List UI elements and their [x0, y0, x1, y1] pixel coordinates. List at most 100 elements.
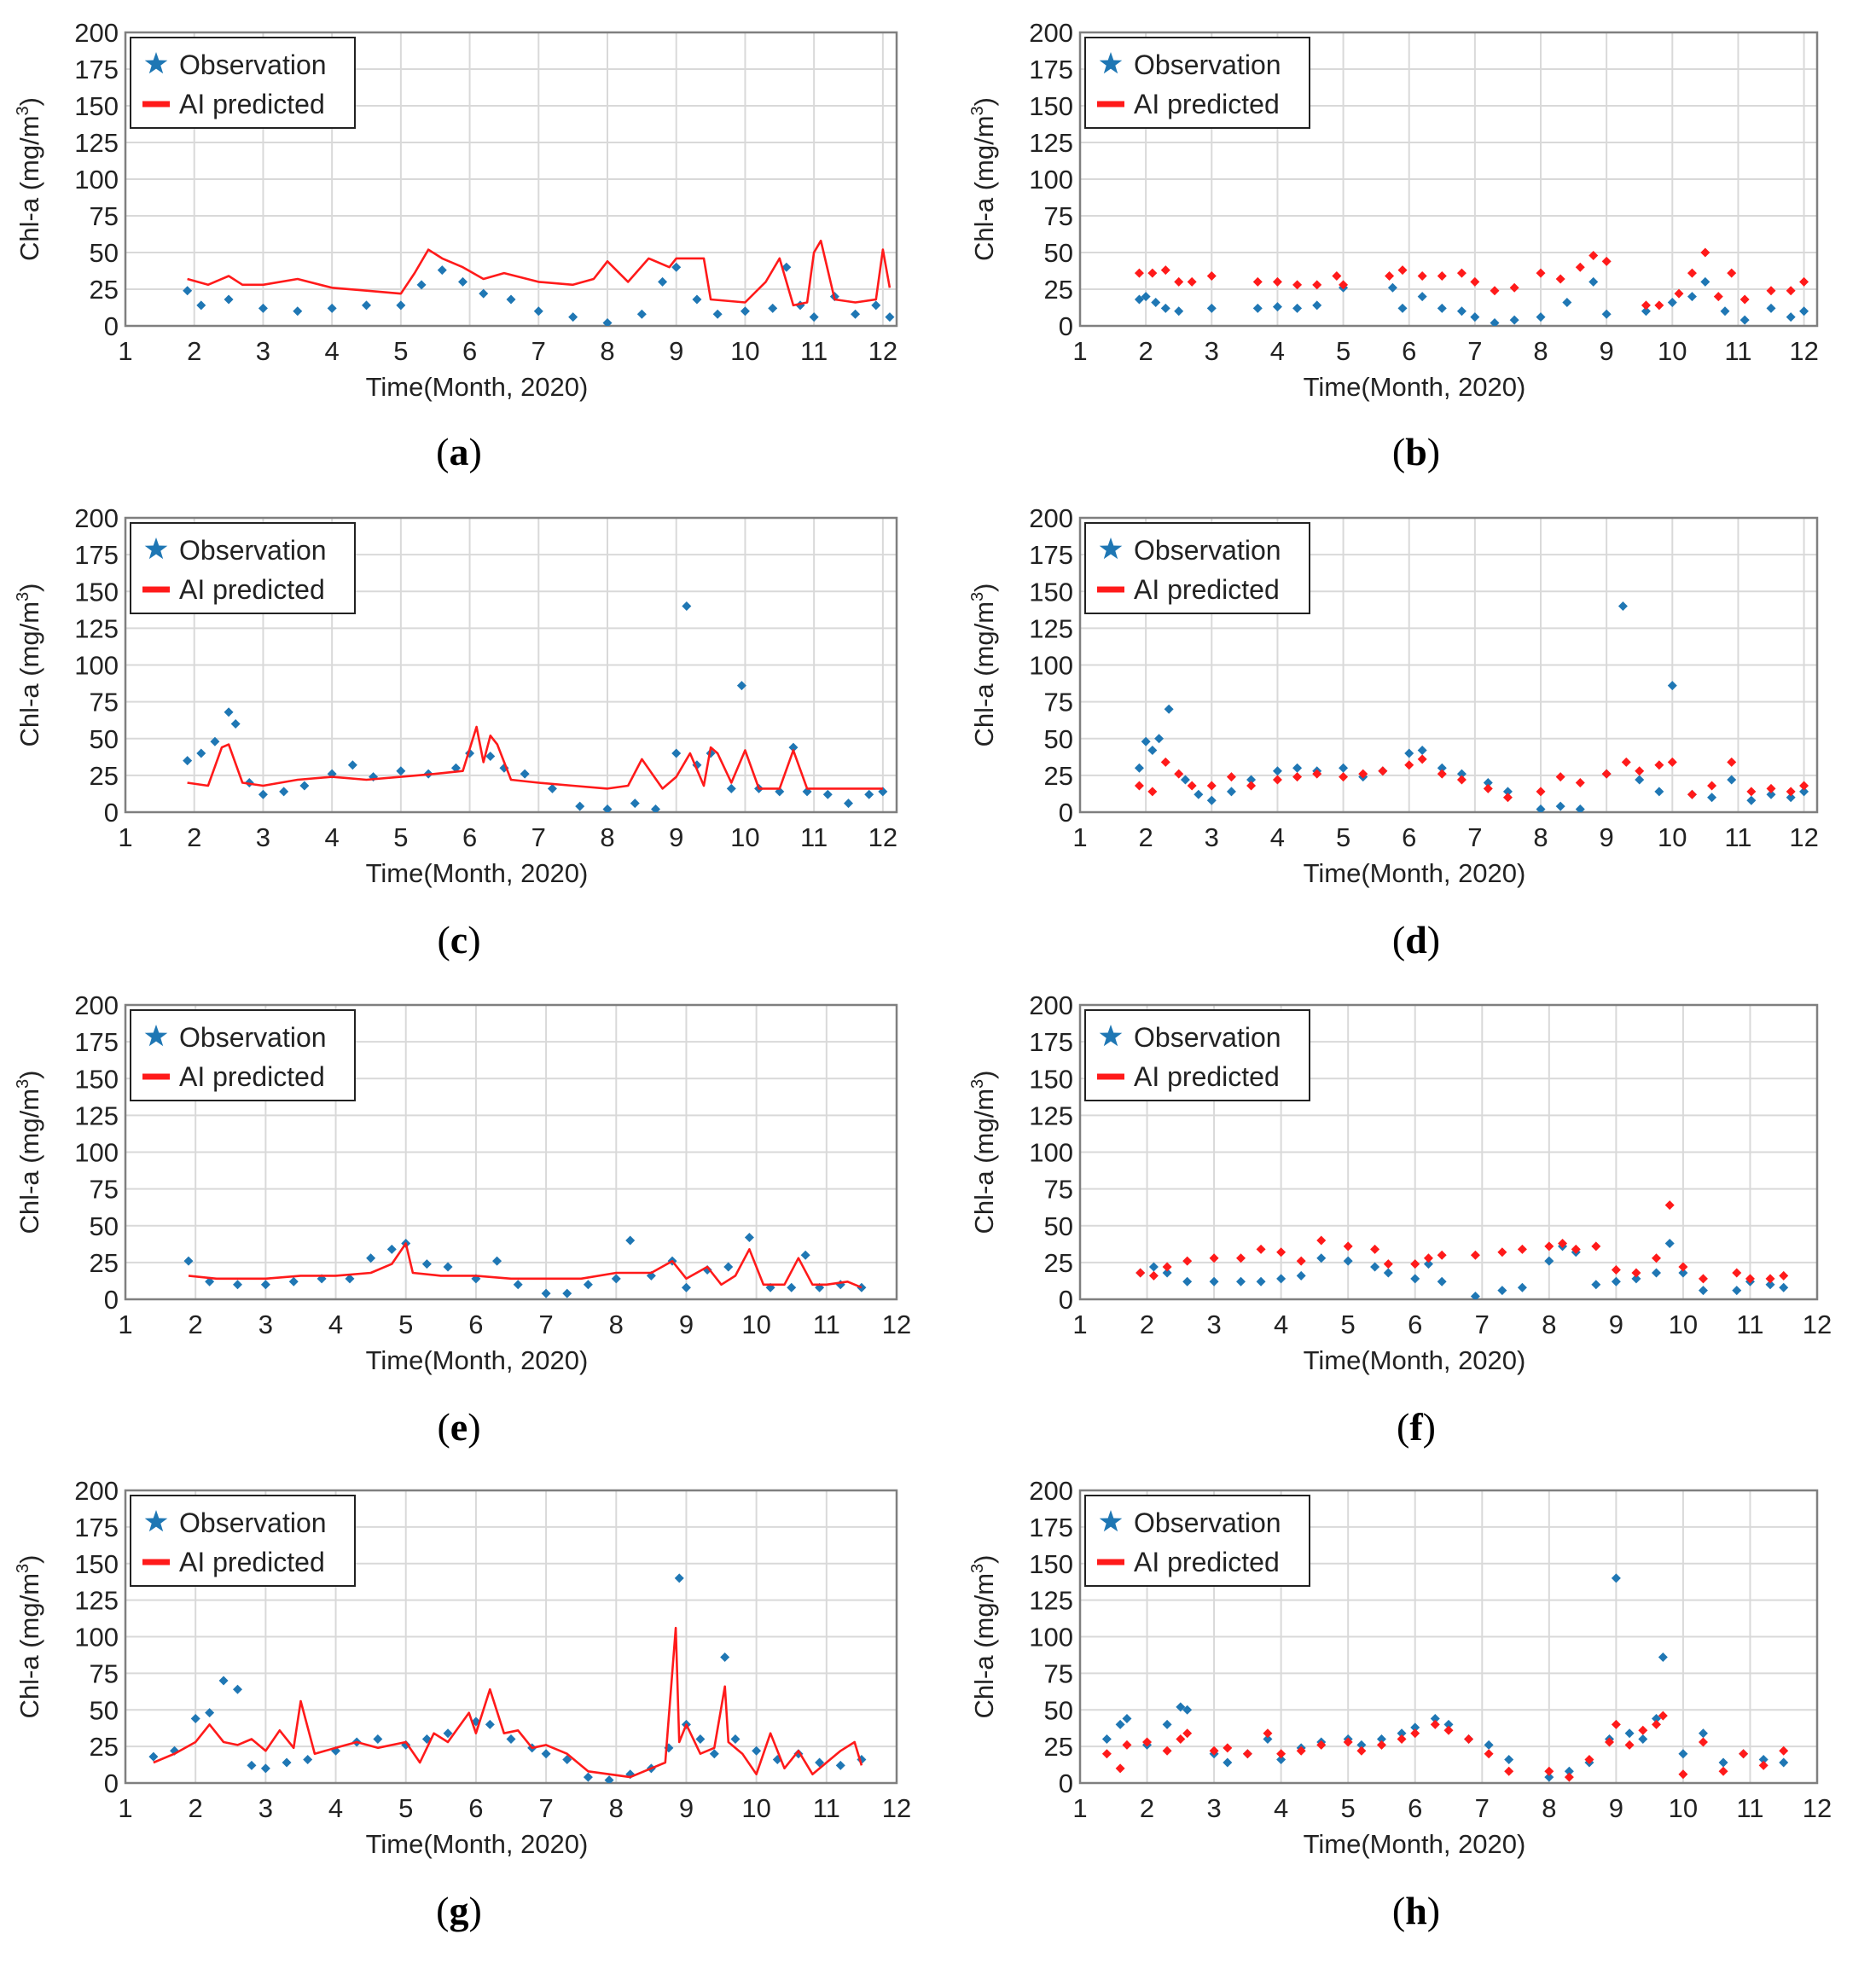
observation-point	[1624, 1728, 1635, 1739]
x-tick-label: 11	[1724, 822, 1751, 852]
x-tick-label: 9	[669, 336, 683, 366]
observation-point	[1638, 1734, 1648, 1745]
observation-point	[1779, 1282, 1789, 1292]
plot-frame	[124, 31, 898, 328]
observation-point	[1292, 303, 1303, 313]
observation-point	[1147, 746, 1158, 756]
predicted-point	[1591, 1241, 1601, 1252]
x-tick-label: 4	[325, 822, 340, 852]
x-tick-label: 8	[609, 1793, 624, 1823]
predicted-point	[1397, 265, 1408, 276]
panel-label: (c)	[437, 918, 480, 961]
observation-point	[1555, 801, 1565, 811]
x-tick-label: 10	[741, 1793, 770, 1823]
observation-point	[835, 1760, 845, 1770]
observation-point	[196, 300, 206, 311]
y-tick-label: 175	[1029, 1513, 1073, 1542]
legend-label-predicted: AI predicted	[179, 89, 325, 119]
observation-point	[1276, 1274, 1286, 1284]
observation-point	[857, 1282, 867, 1292]
observation-point	[1151, 297, 1161, 307]
observation-point	[1517, 1282, 1527, 1292]
observation-point	[611, 1274, 621, 1284]
y-tick-label: 0	[104, 798, 119, 828]
predicted-point	[1276, 1749, 1286, 1759]
observation-point	[258, 789, 268, 799]
y-tick-label: 100	[74, 651, 119, 681]
plot-frame	[1078, 1003, 1819, 1301]
observation-point	[695, 1734, 706, 1745]
legend-label-predicted: AI predicted	[179, 1061, 325, 1092]
panel-label: (e)	[437, 1405, 480, 1449]
x-tick-label: 8	[1542, 1793, 1556, 1823]
y-tick-label: 100	[1029, 1623, 1073, 1652]
observation-point	[1700, 276, 1710, 287]
predicted-point	[1667, 757, 1677, 767]
y-tick-label: 150	[74, 91, 119, 121]
y-tick-label: 0	[104, 1769, 119, 1798]
predicted-point	[1601, 256, 1612, 266]
predicted-point	[1358, 769, 1368, 779]
observation-point	[1141, 736, 1151, 746]
observation-point	[1504, 1755, 1514, 1765]
predicted-point	[1605, 1737, 1615, 1747]
observation-point	[1437, 763, 1447, 773]
star-icon	[144, 52, 168, 74]
plot-frame	[124, 516, 898, 814]
observation-point	[1154, 734, 1165, 744]
observation-point	[148, 1751, 159, 1762]
x-tick-label: 4	[1270, 822, 1285, 852]
observation-point	[1544, 1772, 1554, 1782]
legend-label-observation: Observation	[1134, 535, 1281, 566]
observation-point	[247, 1760, 257, 1770]
observation-point	[800, 1250, 810, 1260]
predicted-point	[1575, 262, 1585, 272]
observation-point	[604, 1775, 614, 1783]
observation-point	[1182, 1276, 1193, 1287]
observation-point	[1404, 748, 1414, 758]
predicted-point	[1187, 781, 1197, 791]
y-tick-label: 75	[90, 688, 119, 717]
star-icon	[1099, 1025, 1123, 1047]
x-tick-label: 1	[118, 1310, 132, 1339]
observation-point	[1740, 315, 1750, 325]
observation-point	[1483, 778, 1493, 787]
y-tick-label: 175	[74, 540, 119, 570]
observation-point	[1651, 1714, 1661, 1724]
x-tick-label: 5	[1341, 1793, 1356, 1823]
predicted-point	[1316, 1235, 1327, 1246]
observation-point	[1678, 1749, 1688, 1759]
x-tick-label: 6	[468, 1310, 483, 1339]
x-axis-label: Time(Month, 2020)	[366, 1829, 589, 1859]
predicted-point	[1176, 1734, 1186, 1745]
x-tick-label: 10	[730, 822, 759, 852]
predicted-point	[1182, 1728, 1193, 1739]
x-tick-label: 1	[1072, 1310, 1087, 1339]
x-tick-label: 7	[1467, 336, 1482, 366]
observation-point	[218, 1676, 229, 1686]
observation-point	[1654, 787, 1664, 797]
x-axis-label: Time(Month, 2020)	[1304, 1345, 1526, 1375]
observation-point	[437, 265, 447, 276]
observation-point	[485, 1719, 495, 1729]
predicted-point	[1339, 772, 1349, 782]
observation-point	[1356, 1740, 1367, 1750]
predicted-point	[1544, 1766, 1554, 1776]
predicted-point	[1658, 1711, 1668, 1721]
y-tick-label: 0	[104, 311, 119, 341]
legend-box	[1084, 1009, 1310, 1101]
x-tick-label: 3	[1206, 1310, 1221, 1339]
observation-point	[1484, 1740, 1494, 1750]
observation-point	[562, 1288, 572, 1298]
predicted-point	[1101, 1749, 1112, 1759]
predicted-point	[1470, 276, 1480, 287]
plot-marks	[183, 1233, 867, 1298]
predicted-point	[1687, 268, 1697, 278]
observation-point	[260, 1763, 270, 1774]
x-tick-label: 1	[1072, 336, 1087, 366]
predicted-point	[1385, 271, 1395, 282]
observation-point	[282, 1757, 292, 1768]
observation-point	[1746, 795, 1757, 805]
